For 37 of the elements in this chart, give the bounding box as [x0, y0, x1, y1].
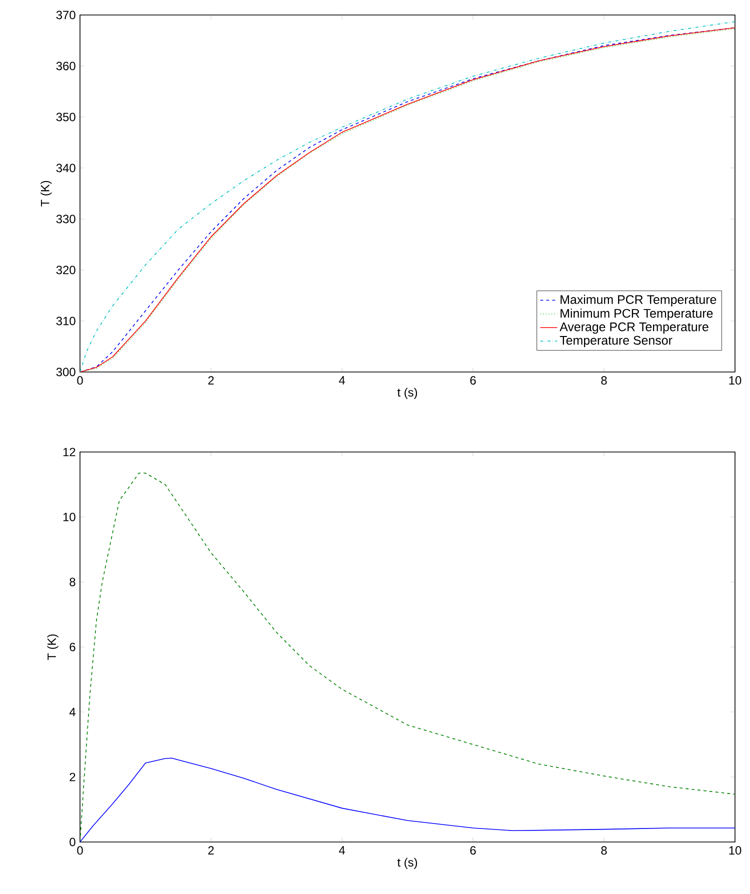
y-tick-label: 350	[56, 112, 76, 122]
y-tick-label: 340	[56, 164, 76, 172]
y-tick-label: 330	[56, 214, 76, 224]
y-tick-label: 300	[56, 368, 76, 376]
y-tick-label: 4	[69, 708, 76, 716]
x-tick-label: 8	[601, 846, 607, 855]
x-tick-label: 4	[338, 846, 345, 854]
x-tick-label: 2	[208, 376, 214, 385]
y-tick-label: 10	[63, 512, 76, 522]
y-axis-title: T (K)	[47, 634, 58, 660]
y-tick-label: 0	[70, 838, 76, 846]
y-tick-label: 12	[63, 448, 76, 456]
x-tick-label: 0	[77, 846, 83, 855]
y-tick-label: 8	[70, 578, 76, 586]
y-tick-label: 320	[56, 266, 76, 274]
x-tick-label: 6	[470, 376, 476, 385]
y-tick-label: 310	[56, 316, 76, 326]
legend-label: Maximum PCR Temperature	[560, 294, 716, 306]
x-tick-label: 0	[77, 376, 83, 385]
x-tick-label: 4	[338, 376, 345, 384]
x-axis-title: t (s)	[397, 388, 418, 399]
x-tick-label: 10	[729, 846, 742, 855]
y-tick-label: 6	[70, 642, 76, 652]
y-tick-label: 370	[56, 10, 76, 20]
x-tick-label: 8	[601, 376, 607, 385]
line-series	[80, 758, 735, 842]
x-tick-label: 10	[729, 376, 742, 385]
y-tick-label: 2	[70, 772, 76, 782]
legend-label: Average PCR Temperature	[560, 322, 708, 334]
x-tick-label: 6	[470, 846, 476, 855]
line-series	[80, 472, 735, 842]
x-axis-title: t (s)	[397, 858, 418, 869]
y-axis-title: T (K)	[40, 180, 52, 207]
y-tick-label: 360	[56, 62, 76, 70]
legend-label: Temperature Sensor	[560, 336, 672, 348]
x-tick-label: 2	[208, 846, 214, 855]
legend-label: Minimum PCR Temperature	[560, 308, 713, 320]
